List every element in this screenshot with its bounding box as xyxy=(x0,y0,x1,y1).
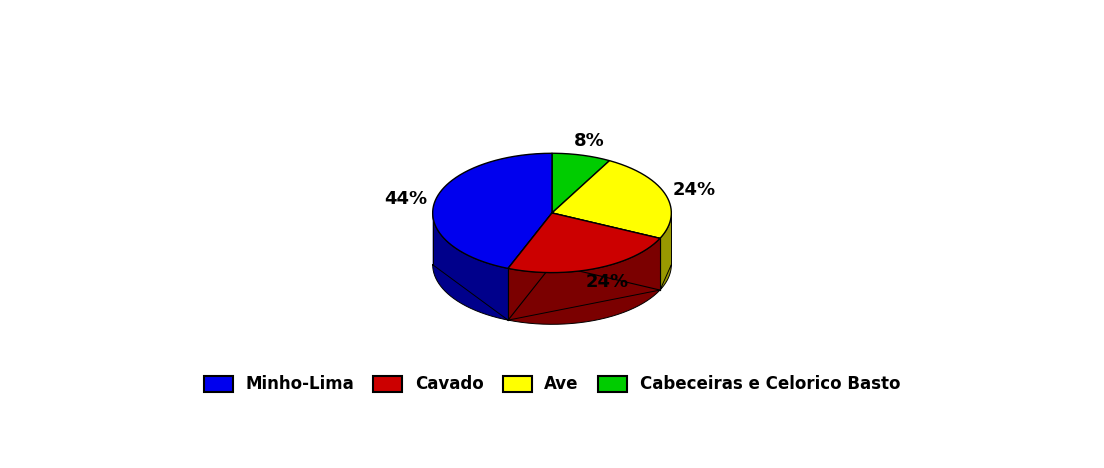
Polygon shape xyxy=(508,213,552,320)
Polygon shape xyxy=(508,238,660,324)
Polygon shape xyxy=(552,153,609,213)
Polygon shape xyxy=(433,213,508,320)
Polygon shape xyxy=(660,213,671,290)
Legend: Minho-Lima, Cavado, Ave, Cabeceiras e Celorico Basto: Minho-Lima, Cavado, Ave, Cabeceiras e Ce… xyxy=(198,369,906,400)
Text: 24%: 24% xyxy=(672,181,715,199)
Polygon shape xyxy=(552,213,660,290)
Polygon shape xyxy=(508,213,552,320)
Text: 8%: 8% xyxy=(574,132,605,150)
Polygon shape xyxy=(508,213,660,272)
Text: 24%: 24% xyxy=(585,273,628,291)
Polygon shape xyxy=(552,213,660,290)
Polygon shape xyxy=(552,161,671,238)
Polygon shape xyxy=(433,153,552,269)
Text: 44%: 44% xyxy=(384,190,427,208)
